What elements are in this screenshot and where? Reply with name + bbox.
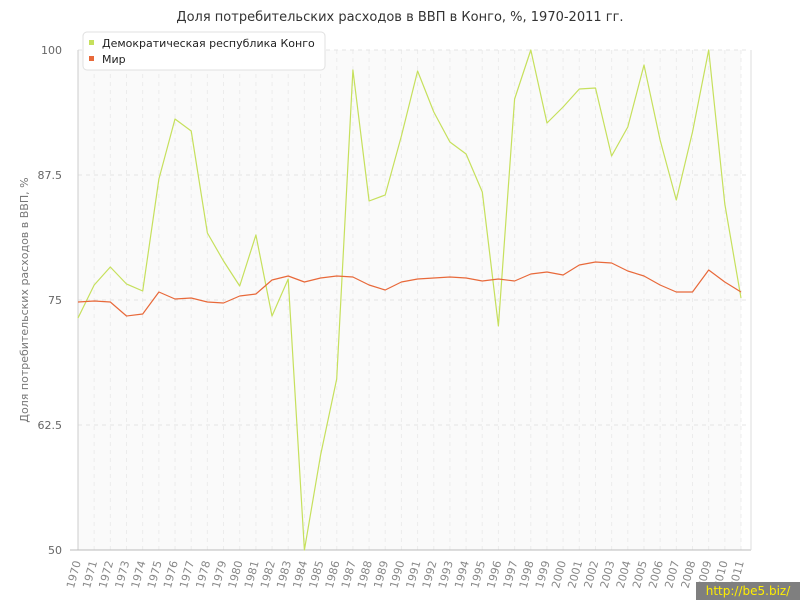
y-tick-label: 100 bbox=[41, 44, 62, 57]
y-tick-label: 87.5 bbox=[38, 169, 63, 182]
y-tick-label: 62.5 bbox=[38, 419, 63, 432]
chart-title: Доля потребительских расходов в ВВП в Ко… bbox=[176, 10, 624, 25]
legend: Демократическая республика Конго Мир bbox=[82, 31, 326, 71]
x-tick-labels: 1970197119721973197419751976197719781979… bbox=[64, 559, 747, 589]
legend-marker bbox=[89, 40, 94, 45]
y-axis-label: Доля потребительских расходов в ВВП, % bbox=[18, 177, 31, 422]
y-tick-label: 75 bbox=[48, 294, 62, 307]
series-line-1 bbox=[77, 49, 742, 551]
legend-label: Мир bbox=[102, 53, 126, 66]
series-lines bbox=[77, 49, 742, 551]
legend-box bbox=[82, 31, 326, 71]
y-tick-labels: 50 62.5 75 87.5 100 bbox=[38, 44, 63, 557]
axes bbox=[70, 50, 752, 551]
legend-marker bbox=[89, 56, 94, 61]
watermark[interactable]: http://be5.biz/ bbox=[696, 582, 800, 600]
legend-label: Демократическая республика Конго bbox=[102, 37, 315, 50]
series-line-2 bbox=[77, 261, 742, 317]
y-tick-label: 50 bbox=[48, 544, 62, 557]
